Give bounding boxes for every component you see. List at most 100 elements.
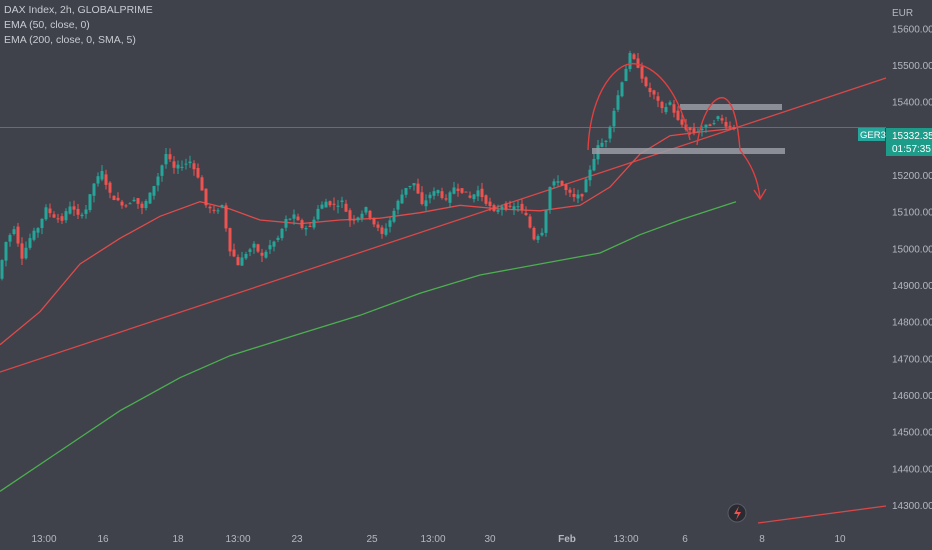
candle — [492, 203, 496, 213]
candle — [696, 128, 700, 133]
candle — [592, 153, 596, 172]
candle — [184, 158, 188, 170]
candle — [160, 164, 164, 182]
candle — [200, 175, 204, 191]
projection-arrow[interactable] — [739, 149, 761, 199]
arrow-head-icon — [753, 188, 767, 201]
right-pattern-arc[interactable] — [696, 96, 741, 151]
candle — [416, 178, 420, 195]
time-tick-label: 6 — [682, 534, 688, 545]
price-tick-label: 14800.00 — [892, 318, 932, 329]
candle — [224, 202, 228, 232]
time-axis-ticks: 13:00 16 18 13:00 23 25 13:00 30 Feb 13:00 6 8 10 — [31, 534, 846, 545]
price-tick-label: 14600.00 — [892, 391, 932, 402]
candle — [116, 192, 120, 202]
time-tick-label: 8 — [759, 534, 765, 545]
candle — [680, 114, 684, 128]
candle — [652, 89, 656, 100]
candle — [216, 208, 220, 214]
candle — [476, 185, 480, 201]
candle — [672, 100, 676, 118]
candle — [212, 205, 216, 214]
candle — [628, 50, 632, 72]
candle — [444, 194, 448, 202]
ascending-trendline[interactable] — [0, 77, 887, 373]
candle — [724, 116, 728, 130]
candle — [152, 185, 156, 200]
candle — [376, 221, 380, 232]
candle — [296, 213, 300, 221]
bottom-trendline-segment[interactable] — [757, 505, 887, 524]
candle — [356, 216, 360, 223]
left-pattern-arc[interactable] — [587, 63, 691, 151]
candle — [100, 165, 104, 182]
candle — [688, 126, 692, 136]
candle — [432, 187, 436, 200]
candle — [204, 188, 208, 208]
candle — [288, 218, 292, 221]
candle — [180, 160, 184, 171]
candle — [368, 209, 372, 221]
candle — [148, 192, 152, 204]
candle — [268, 239, 272, 254]
price-tick-label: 15600.00 — [892, 24, 932, 35]
candle — [400, 189, 404, 204]
candle — [128, 202, 132, 205]
candle — [528, 213, 532, 229]
support-zone[interactable] — [592, 148, 785, 154]
candle — [144, 199, 148, 211]
candle — [564, 183, 568, 196]
price-axis[interactable] — [886, 0, 932, 550]
candle — [580, 193, 584, 201]
price-tick-label: 14900.00 — [892, 281, 932, 292]
candle — [256, 243, 260, 253]
candle — [576, 189, 580, 204]
candle — [308, 222, 312, 228]
candle — [644, 76, 648, 88]
candle — [440, 187, 444, 200]
candle — [364, 206, 368, 215]
candle — [604, 139, 608, 148]
candle — [408, 185, 412, 190]
lightning-icon[interactable] — [727, 503, 747, 523]
candle — [272, 240, 276, 252]
candle — [136, 198, 140, 209]
candle — [64, 208, 68, 224]
candle — [676, 106, 680, 121]
time-tick-label: 30 — [484, 534, 496, 545]
time-tick-label: 16 — [97, 534, 109, 545]
candle — [80, 212, 84, 219]
candle — [496, 204, 500, 215]
candle — [52, 211, 56, 219]
candle — [512, 202, 516, 216]
candle — [712, 119, 716, 126]
candle — [536, 234, 540, 244]
candle — [460, 188, 464, 195]
plot-background — [0, 0, 886, 528]
candle — [48, 203, 52, 218]
candle — [412, 183, 416, 191]
candle — [608, 125, 612, 143]
candle — [228, 227, 232, 257]
candle — [632, 52, 636, 60]
candle — [76, 204, 80, 219]
candle — [36, 227, 40, 238]
candle — [312, 216, 316, 230]
candle — [548, 186, 552, 214]
candle — [472, 193, 476, 203]
candle — [156, 172, 160, 192]
candle — [520, 199, 524, 214]
candle — [84, 204, 88, 219]
candle — [428, 192, 432, 204]
candle — [208, 205, 212, 214]
candle — [240, 251, 244, 266]
candle — [32, 227, 36, 242]
price-tick-label: 15100.00 — [892, 208, 932, 219]
candle — [656, 92, 660, 108]
legend-ema200-line: EMA (200, close, 0, SMA, 5) — [4, 34, 136, 46]
candle — [300, 218, 304, 230]
candle — [68, 201, 72, 215]
candle — [352, 215, 356, 225]
